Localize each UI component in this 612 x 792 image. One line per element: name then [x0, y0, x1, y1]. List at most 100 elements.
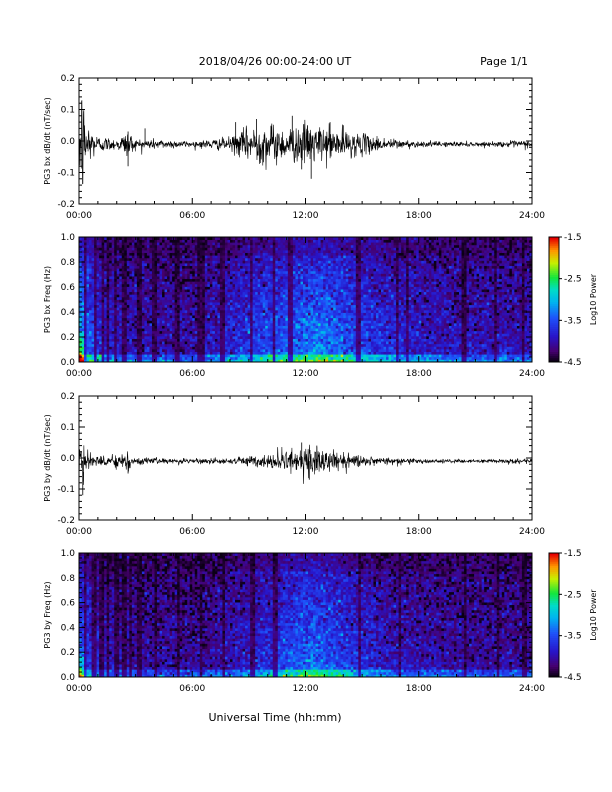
- spectrogram-cell: [177, 304, 181, 308]
- spectrogram-cell: [204, 291, 208, 295]
- spectrogram-cell: [295, 325, 299, 329]
- spectrogram-cell: [81, 296, 85, 300]
- spectrogram-cell: [255, 283, 259, 287]
- spectrogram-cell: [124, 309, 128, 313]
- spectrogram-cell: [242, 328, 246, 332]
- spectrogram-cell: [280, 283, 284, 287]
- spectrogram-cell: [245, 328, 249, 332]
- spectrogram-cell: [272, 278, 276, 282]
- spectrogram-cell: [136, 242, 140, 246]
- spectrogram-cell: [232, 328, 236, 332]
- spectrogram-cell: [136, 289, 140, 293]
- spectrogram-cell: [297, 302, 301, 306]
- spectrogram-cell: [141, 255, 145, 259]
- spectrogram-cell: [146, 359, 150, 363]
- spectrogram-cell: [141, 338, 145, 342]
- spectrogram-cell: [139, 341, 143, 345]
- spectrogram-cell: [250, 283, 254, 287]
- spectrogram-cell: [169, 317, 173, 321]
- spectrogram-cell: [325, 354, 329, 358]
- spectrogram-cell: [257, 247, 261, 251]
- spectrogram-cell: [217, 325, 221, 329]
- spectrogram-cell: [194, 335, 198, 339]
- spectrogram-cell: [159, 299, 163, 303]
- spectrogram-cell: [328, 312, 332, 316]
- spectrogram-cell: [99, 346, 103, 350]
- spectrogram-cell: [255, 255, 259, 259]
- spectrogram-cell: [245, 335, 249, 339]
- spectrogram-cell: [89, 317, 92, 321]
- spectrogram-cell: [240, 268, 243, 272]
- spectrogram-cell: [224, 257, 228, 261]
- spectrogram-cell: [323, 273, 327, 277]
- spectrogram-cell: [235, 328, 238, 332]
- spectrogram-cell: [224, 325, 228, 329]
- spectrogram-cell: [255, 335, 259, 339]
- spectrogram-cell: [297, 307, 301, 311]
- spectrogram-cell: [250, 341, 254, 345]
- spectrogram-cell: [134, 291, 138, 295]
- spectrogram-cell: [194, 263, 198, 267]
- spectrogram-cell: [295, 346, 299, 350]
- spectrogram-cell: [212, 286, 216, 290]
- spectrogram-cell: [119, 343, 123, 347]
- spectrogram-cell: [247, 244, 251, 248]
- spectrogram-cell: [250, 286, 254, 290]
- spectrogram-cell: [149, 309, 153, 313]
- spectrogram-cell: [297, 260, 301, 264]
- spectrogram-cell: [302, 255, 306, 259]
- spectrogram-cell: [126, 286, 130, 290]
- spectrogram-cell: [121, 265, 125, 269]
- spectrogram-cell: [139, 252, 143, 256]
- spectrogram-cell: [257, 257, 261, 261]
- spectrogram-cell: [157, 268, 160, 272]
- spectrogram-cell: [325, 356, 329, 360]
- spectrogram-cell: [144, 270, 148, 274]
- spectrogram-cell: [84, 270, 87, 274]
- spectrogram-cell: [313, 289, 316, 293]
- spectrogram-cell: [194, 294, 198, 298]
- spectrogram-cell: [174, 322, 178, 326]
- spectrogram-cell: [177, 328, 181, 332]
- spectrogram-cell: [199, 283, 203, 287]
- spectrogram-cell: [86, 239, 90, 243]
- spectrogram-cell: [209, 348, 213, 352]
- spectrogram-cell: [330, 244, 334, 248]
- spectrogram-cell: [116, 270, 120, 274]
- spectrogram-cell: [255, 270, 259, 274]
- spectrogram-cell: [250, 276, 254, 280]
- spectrogram-cell: [151, 276, 155, 280]
- spectrogram-cell: [313, 304, 316, 308]
- spectrogram-cell: [91, 307, 95, 311]
- spectrogram-cell: [179, 356, 183, 360]
- spectrogram-cell: [247, 268, 251, 272]
- spectrogram-cell: [119, 322, 123, 326]
- spectrogram-cell: [136, 250, 140, 254]
- spectrogram-cell: [141, 291, 145, 295]
- spectrogram-cell: [101, 270, 105, 274]
- spectrogram-cell: [86, 356, 90, 360]
- spectrogram-cell: [119, 341, 123, 345]
- spectrogram-cell: [174, 325, 178, 329]
- spectrogram-cell: [290, 315, 294, 319]
- spectrogram-cell: [275, 286, 279, 290]
- spectrogram-cell: [247, 315, 251, 319]
- spectrogram-cell: [154, 273, 158, 277]
- spectrogram-cell: [247, 322, 251, 326]
- spectrogram-cell: [315, 338, 319, 342]
- spectrogram-cell: [237, 270, 241, 274]
- spectrogram-cell: [157, 294, 160, 298]
- spectrogram-cell: [290, 325, 294, 329]
- spectrogram-cell: [154, 286, 158, 290]
- spectrogram-cell: [237, 320, 241, 324]
- spectrogram-cell: [131, 320, 135, 324]
- spectrogram-cell: [237, 328, 241, 332]
- spectrogram-cell: [265, 289, 269, 293]
- spectrogram-cell: [330, 299, 334, 303]
- spectrogram-cell: [177, 315, 181, 319]
- spectrogram-cell: [146, 328, 150, 332]
- spectrogram-cell: [144, 296, 148, 300]
- spectrogram-cell: [272, 270, 276, 274]
- spectrogram-cell: [320, 346, 324, 350]
- spectrogram-cell: [114, 294, 118, 298]
